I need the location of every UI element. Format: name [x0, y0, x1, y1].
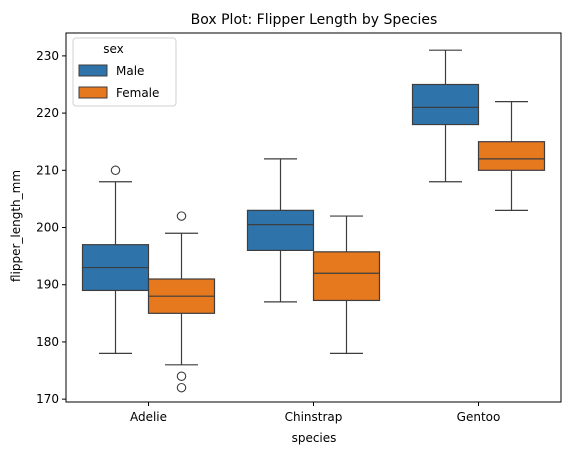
y-tick-label: 190	[36, 278, 59, 292]
box-male-adelie	[81, 165, 150, 354]
box-male-chinstrap	[246, 158, 315, 303]
x-tick-label: Adelie	[130, 410, 167, 424]
box-female-adelie	[147, 211, 216, 393]
axes: 170 180 190 200 210 220 230 Adelie Chinstrap Gent…	[36, 32, 562, 424]
box-iqr	[477, 141, 546, 171]
legend-label-female: Female	[116, 86, 159, 100]
box-iqr	[312, 251, 381, 302]
y-tick-label: 220	[36, 106, 59, 120]
x-axis-title: species	[292, 431, 337, 445]
y-tick-label: 180	[36, 335, 59, 349]
box-male-gentoo	[411, 49, 480, 183]
y-axis-title: flipper_length_mm	[9, 170, 23, 282]
box-female-chinstrap	[312, 215, 381, 354]
plot-area	[81, 49, 546, 393]
outlier-point	[176, 382, 187, 393]
outlier-point	[176, 371, 187, 382]
box-iqr	[411, 83, 480, 126]
y-tick-label: 170	[36, 392, 59, 406]
box-female-gentoo	[477, 101, 546, 211]
y-tick-label: 230	[36, 49, 59, 63]
chart-title: Box Plot: Flipper Length by Species	[191, 12, 438, 28]
outlier-point	[176, 211, 187, 221]
legend-title: sex	[103, 42, 124, 56]
x-tick-label: Gentoo	[457, 410, 501, 424]
legend-swatch-male	[78, 64, 108, 77]
legend: sex Male Female	[72, 37, 177, 107]
outlier-point	[110, 165, 121, 176]
y-tick-label: 210	[36, 163, 59, 177]
y-tick-label: 200	[36, 221, 59, 235]
box-iqr	[246, 209, 315, 251]
x-tick-label: Chinstrap	[285, 410, 343, 424]
legend-swatch-female	[78, 86, 108, 99]
legend-label-male: Male	[116, 64, 144, 78]
